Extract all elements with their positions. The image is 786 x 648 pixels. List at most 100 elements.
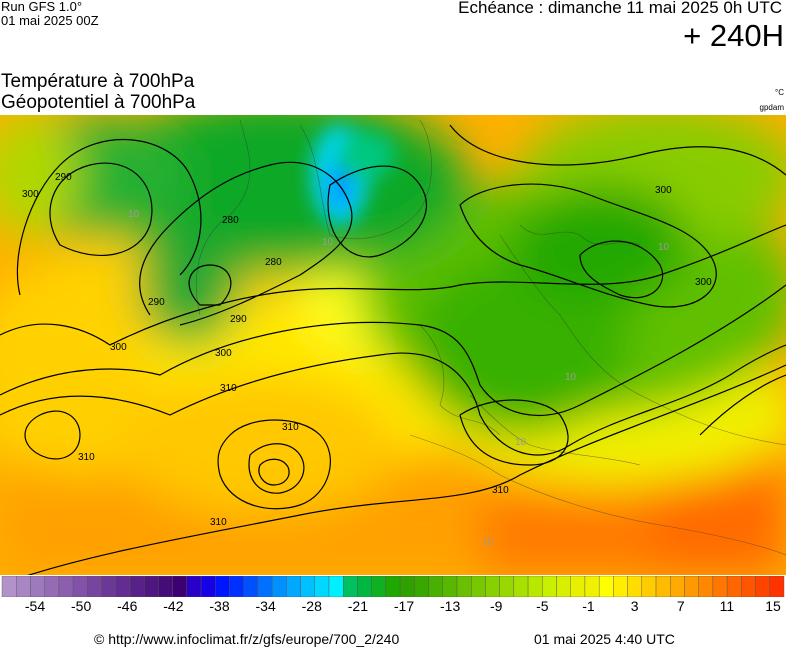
color-scale-swatch: [158, 576, 173, 597]
color-scale-swatch: [186, 576, 202, 597]
color-scale-swatch: [613, 576, 628, 597]
color-scale-swatch: [741, 576, 756, 597]
color-scale-swatch: [698, 576, 714, 597]
color-scale-swatch: [499, 576, 515, 597]
contour-label: 310: [282, 422, 299, 433]
temperature-unit-label: °C: [775, 88, 784, 97]
source-url[interactable]: © http://www.infoclimat.fr/z/gfs/europe/…: [94, 631, 400, 647]
color-scale-tick-label: -21: [347, 598, 368, 614]
color-scale-swatch: [143, 576, 159, 597]
color-scale-tick-label: -5: [536, 598, 549, 614]
contour-label: 310: [78, 452, 95, 463]
contour-labels: 290 280 290 300 300 280 290 300 310 310 …: [22, 172, 712, 528]
run-date-label: 01 mai 2025 00Z: [1, 13, 99, 28]
color-scale-tick-label: 15: [765, 598, 781, 614]
temperature-label: 10: [658, 242, 670, 253]
temperature-label: 10: [482, 537, 494, 548]
color-scale-tick-label: -13: [440, 598, 461, 614]
color-scale-ticks: -54 -50 -46 -42 -38 -34 -28 -21 -17 -13 -9 -5 -1 3 7 11…: [0, 598, 786, 620]
color-scale-swatch: [456, 576, 472, 597]
temperature-label: 10: [565, 372, 577, 383]
color-scale-tick-label: -17: [393, 598, 415, 614]
temperature-labels: 10 10 10 10 10 10: [128, 209, 670, 548]
generated-time: 01 mai 2025 4:40 UTC: [534, 631, 675, 647]
map-title-geopotential: Géopotentiel à 700hPa: [1, 92, 196, 113]
color-scale-swatch: [442, 576, 458, 597]
color-scale-tick-label: 3: [630, 598, 639, 614]
color-scale-swatch: [684, 576, 699, 597]
temperature-label: 10: [322, 237, 334, 248]
color-scale-swatch: [627, 576, 643, 597]
contour-label: 310: [210, 517, 227, 528]
color-scale-swatch: [513, 576, 529, 597]
color-scale-swatch: [670, 576, 685, 597]
contour-label: 300: [110, 342, 127, 353]
color-scale-tick-label: -38: [209, 598, 230, 614]
color-scale-swatch: [485, 576, 500, 597]
color-scale-swatch: [215, 576, 230, 597]
color-scale-swatch: [101, 576, 116, 597]
color-scale-swatch: [58, 576, 74, 597]
color-scale-swatch: [30, 576, 45, 597]
color-scale-swatch: [769, 576, 785, 597]
color-scale-swatch: [414, 576, 429, 597]
color-scale-swatch: [385, 576, 401, 597]
color-scale-swatch: [16, 576, 31, 597]
color-scale-swatch: [257, 576, 273, 597]
contour-label: 310: [220, 383, 237, 394]
color-scale-swatch: [755, 576, 770, 597]
contour-label: 290: [55, 172, 72, 183]
color-scale-swatch: [655, 576, 671, 597]
color-scale-swatch: [115, 576, 131, 597]
contour-label: 290: [148, 297, 165, 308]
color-scale-tick-label: -9: [490, 598, 503, 614]
forecast-map: 290 280 290 300 300 280 290 300 310 310 …: [0, 115, 786, 575]
contour-label: 290: [230, 314, 247, 325]
color-scale-swatch: [542, 576, 557, 597]
color-scale-swatch: [570, 576, 586, 597]
color-scale-swatch: [271, 576, 287, 597]
color-scale-swatch: [527, 576, 543, 597]
color-scale-swatch: [371, 576, 387, 597]
color-scale-swatch: [357, 576, 372, 597]
color-scale-swatch: [328, 576, 344, 597]
lead-time-label: + 240H: [683, 18, 784, 53]
color-scale-swatch: [641, 576, 657, 597]
contour-label: 300: [695, 277, 712, 288]
color-scale-swatch: [72, 576, 88, 597]
color-scale-tick-label: -1: [582, 598, 595, 614]
color-scale-swatch: [399, 576, 415, 597]
color-scale-swatch: [243, 576, 259, 597]
contour-label: 310: [492, 485, 509, 496]
contour-label: 280: [265, 257, 282, 268]
color-scale-swatch: [229, 576, 244, 597]
color-scale-swatch: [129, 576, 145, 597]
color-scale-tick-label: 7: [676, 598, 685, 614]
color-scale-tick-label: -54: [24, 598, 46, 614]
color-scale-tick-label: -46: [117, 598, 138, 614]
color-scale-swatch: [1, 576, 17, 597]
contour-label: 300: [655, 185, 672, 196]
color-scale-bar: [1, 576, 785, 597]
color-scale-tick-label: 11: [719, 598, 735, 614]
geopotential-unit-label: gpdam: [759, 103, 784, 112]
contour-label: 300: [215, 348, 232, 359]
color-scale-swatch: [300, 576, 315, 597]
color-scale-swatch: [598, 576, 614, 597]
color-scale-swatch: [286, 576, 301, 597]
color-scale-swatch: [172, 576, 188, 597]
color-scale-swatch: [200, 576, 216, 597]
color-scale-tick-label: -28: [301, 598, 322, 614]
color-scale-swatch: [343, 576, 358, 597]
color-scale-tick-label: -50: [71, 598, 92, 614]
color-scale-swatch: [428, 576, 443, 597]
color-scale-swatch: [712, 576, 728, 597]
color-scale-swatch: [44, 576, 60, 597]
geopotential-contours: [0, 124, 786, 575]
color-scale-tick-label: -42: [163, 598, 184, 614]
color-scale-swatch: [87, 576, 102, 597]
temperature-label: 10: [128, 209, 140, 220]
color-scale-swatch: [314, 576, 330, 597]
temperature-label: 10: [515, 437, 527, 448]
color-scale-swatch: [471, 576, 486, 597]
